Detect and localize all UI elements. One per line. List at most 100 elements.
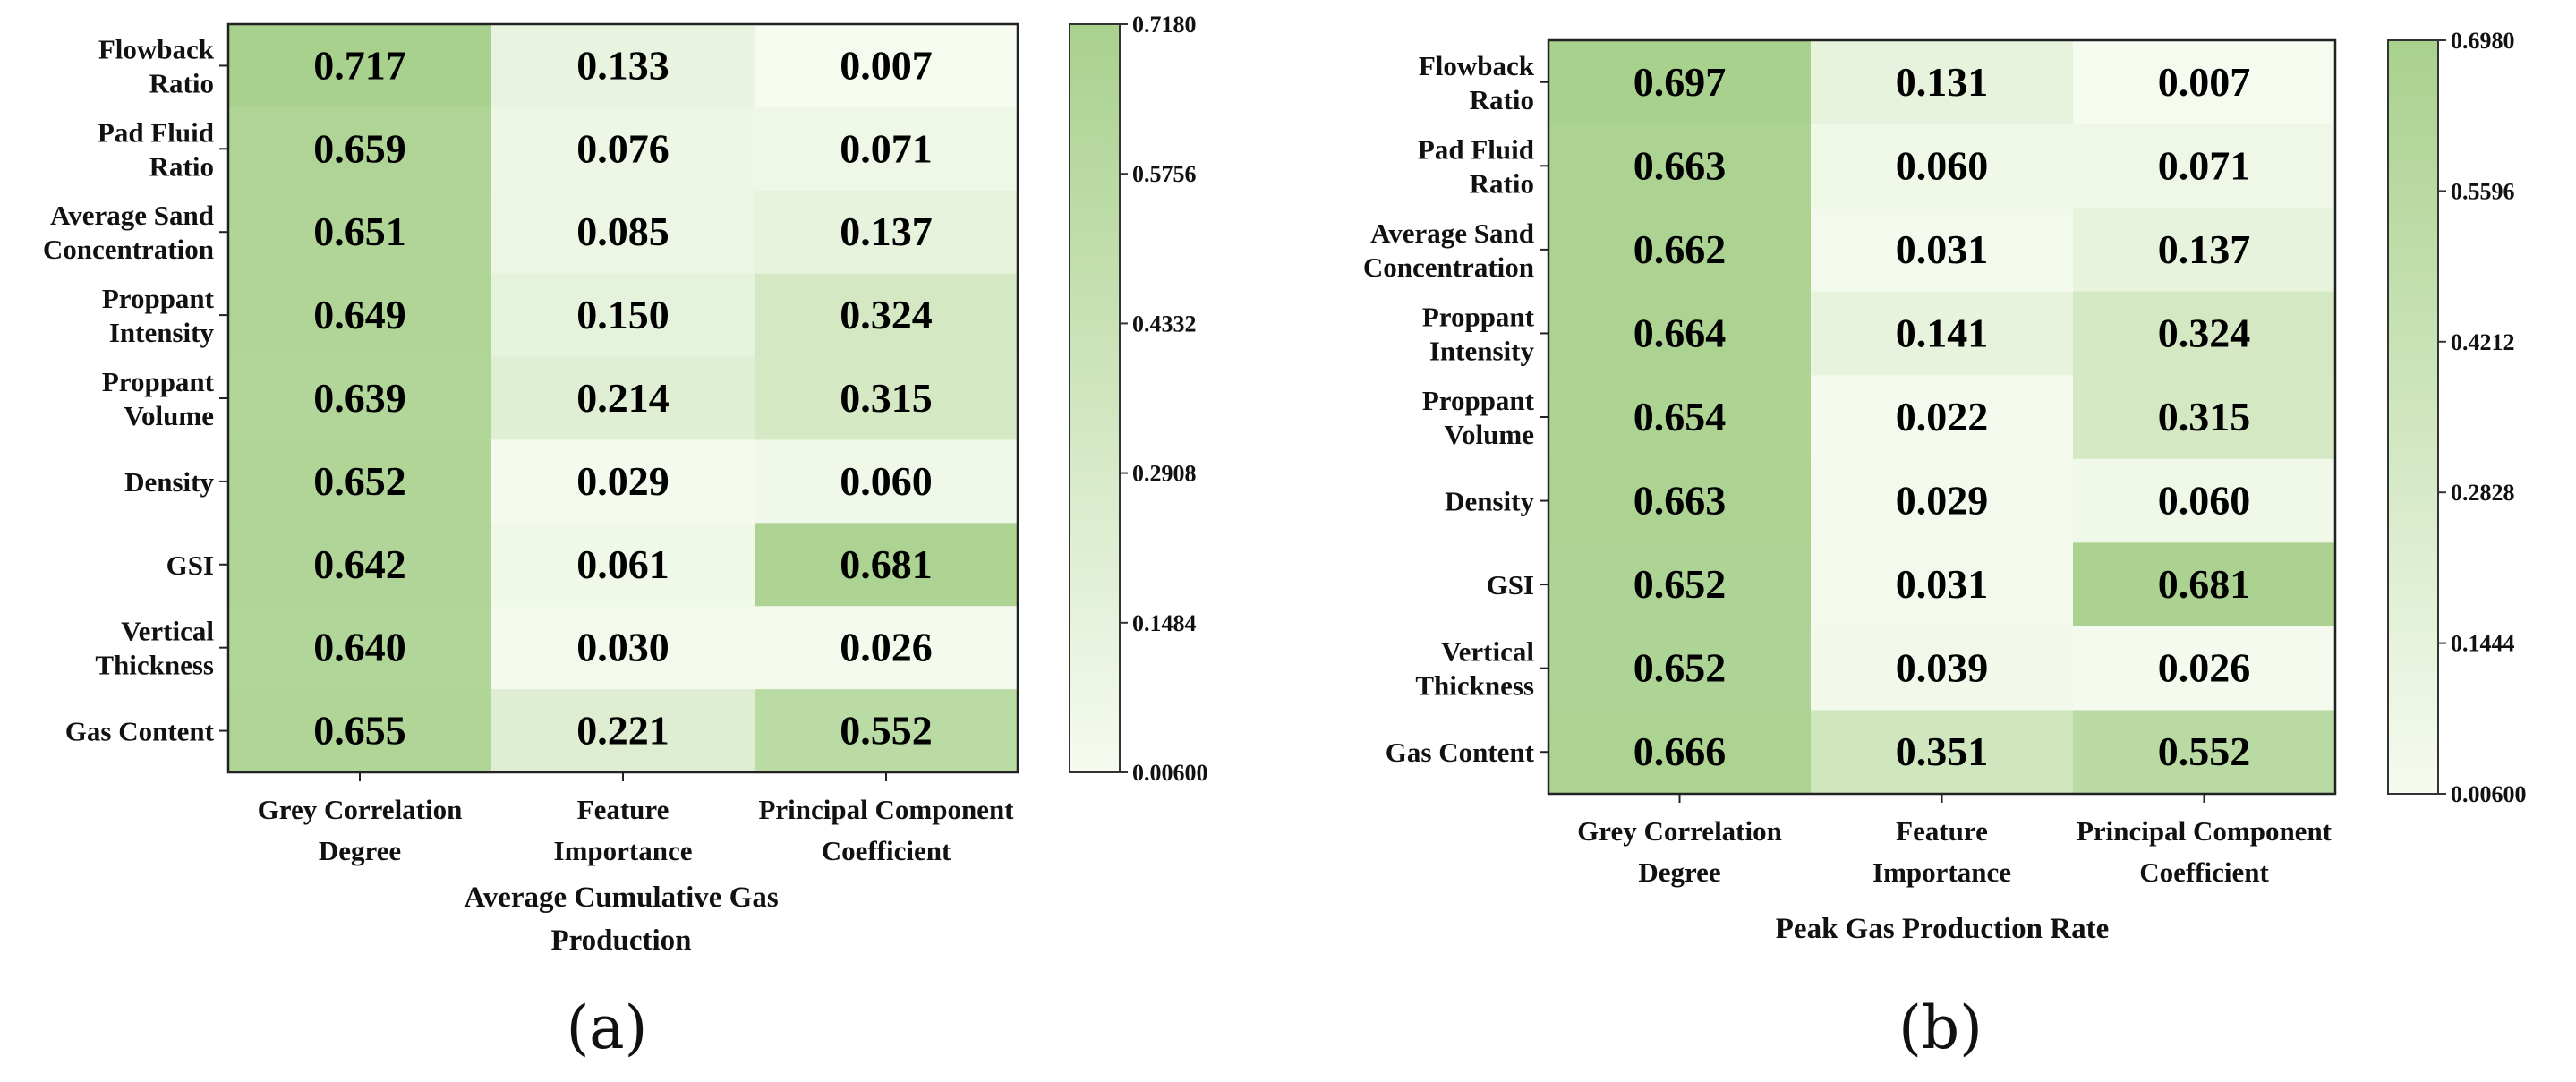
heatmap-cell (1811, 458, 2074, 543)
row-label: Ratio (149, 67, 214, 98)
heatmap-cell (1548, 40, 1812, 125)
heatmap-cell (228, 24, 492, 108)
cell-value-label: 0.651 (313, 209, 406, 254)
heatmap-cell (1811, 40, 2074, 125)
cell-value-label: 0.697 (1633, 59, 1727, 105)
row-label: GSI (166, 550, 214, 581)
cell-value-label: 0.652 (313, 458, 406, 504)
row-label: Gas Content (1386, 737, 1535, 768)
cell-value-label: 0.133 (576, 42, 670, 88)
column-label: Coefficient (822, 835, 951, 866)
heatmap-cell (1811, 291, 2074, 376)
heatmap-cell (491, 439, 755, 524)
column-label: Feature (1896, 815, 1988, 847)
row-label: Ratio (1470, 84, 1534, 115)
column-label: Importance (1872, 856, 2011, 888)
x-axis-title: Average Cumulative Gas (464, 882, 778, 914)
x-axis-title: Production (550, 924, 691, 957)
heatmap-panel-a: 0.717 0.133 0.007 0.659 0.076 0.071 0.651 0.085… (43, 12, 1208, 957)
cell-value-label: 0.060 (1896, 142, 1989, 188)
heatmap-cell (1548, 542, 1812, 627)
colorbar-tick-label: 0.6980 (2451, 28, 2515, 54)
row-label: Intensity (109, 317, 215, 348)
cell-value-label: 0.659 (313, 125, 406, 171)
heatmap-cell (2073, 626, 2336, 711)
cell-value-label: 0.652 (1633, 561, 1727, 607)
heatmap-cell (1548, 710, 1812, 795)
cell-value-label: 0.007 (2158, 59, 2251, 105)
cell-value-label: 0.071 (2158, 142, 2251, 188)
heatmap-cell (755, 523, 1019, 607)
cell-value-label: 0.085 (576, 209, 670, 254)
colorbar-tick-label: 0.00600 (1132, 760, 1208, 786)
heatmap-cell (228, 273, 492, 358)
cell-value-label: 0.071 (840, 125, 933, 171)
cell-value-label: 0.717 (313, 42, 406, 88)
column-label: Coefficient (2139, 856, 2269, 888)
cell-value-label: 0.022 (1896, 394, 1989, 439)
heatmap-cell (228, 356, 492, 440)
heatmap-cell (1811, 710, 2074, 795)
cell-value-label: 0.137 (2158, 226, 2251, 272)
heatmap-cell (2073, 291, 2336, 376)
cell-value-label: 0.150 (576, 292, 670, 337)
cell-value-label: 0.060 (2158, 478, 2251, 524)
heatmap-cell (1548, 208, 1812, 293)
heatmap-cell (1811, 208, 2074, 293)
cell-value-label: 0.026 (840, 625, 933, 670)
colorbar-tick-label: 0.4212 (2451, 329, 2515, 355)
row-label: Thickness (1415, 670, 1534, 702)
cell-value-label: 0.315 (840, 375, 933, 421)
row-label: Proppant (102, 366, 215, 397)
cell-value-label: 0.642 (313, 541, 406, 587)
column-label: Degree (1638, 856, 1720, 888)
cell-value-label: 0.681 (840, 541, 933, 587)
cell-value-label: 0.351 (1896, 728, 1989, 774)
cell-value-label: 0.663 (1633, 142, 1727, 188)
row-label: Average Sand (50, 200, 214, 231)
cell-value-label: 0.031 (1896, 561, 1989, 607)
colorbar (1069, 23, 1121, 773)
row-label: Thickness (95, 650, 214, 681)
row-label: Density (1445, 486, 1534, 517)
colorbar-tick-label: 0.7180 (1132, 12, 1197, 38)
heatmap-cell (755, 273, 1019, 358)
column-label: Principal Component (758, 794, 1014, 825)
row-label: Gas Content (65, 716, 215, 747)
cell-value-label: 0.061 (576, 541, 670, 587)
row-label: GSI (1487, 569, 1534, 601)
heatmap-cell (755, 439, 1019, 524)
row-label: Ratio (1470, 167, 1534, 199)
heatmap-cell (491, 106, 755, 192)
heatmap-cell (1548, 375, 1812, 460)
cell-value-label: 0.640 (313, 625, 406, 670)
row-label: Flowback (1419, 50, 1535, 81)
cell-value-label: 0.026 (2158, 645, 2251, 691)
heatmap-cell (755, 190, 1019, 275)
cell-value-label: 0.029 (1896, 478, 1989, 524)
heatmap-cell (1811, 124, 2074, 209)
heatmap-cell (755, 689, 1019, 773)
heatmap-cell (491, 523, 755, 607)
heatmap-cell (491, 606, 755, 690)
heatmap-cell (491, 689, 755, 773)
cell-value-label: 0.141 (1896, 310, 1989, 355)
x-axis-title: Peak Gas Production Rate (1776, 913, 2109, 945)
heatmap-panel-b: 0.697 0.131 0.007 0.663 0.060 0.071 0.662 0.031… (1363, 28, 2527, 945)
heatmap-cell (228, 106, 492, 192)
cell-value-label: 0.649 (313, 292, 406, 337)
cell-value-label: 0.137 (840, 209, 933, 254)
row-label: Average Sand (1370, 217, 1534, 249)
heatmap-cell (491, 273, 755, 358)
column-label: Grey Correlation (1577, 815, 1782, 847)
cell-value-label: 0.652 (1633, 645, 1727, 691)
cell-value-label: 0.552 (2158, 728, 2251, 774)
cell-value-label: 0.131 (1896, 59, 1989, 105)
cell-value-label: 0.552 (840, 708, 933, 754)
heatmap-cell (755, 106, 1019, 192)
heatmap-cell (1548, 458, 1812, 543)
heatmap-cell (228, 689, 492, 773)
heatmap-cell (1548, 124, 1812, 209)
row-label: Pad Fluid (1418, 133, 1534, 165)
cell-value-label: 0.221 (576, 708, 670, 754)
